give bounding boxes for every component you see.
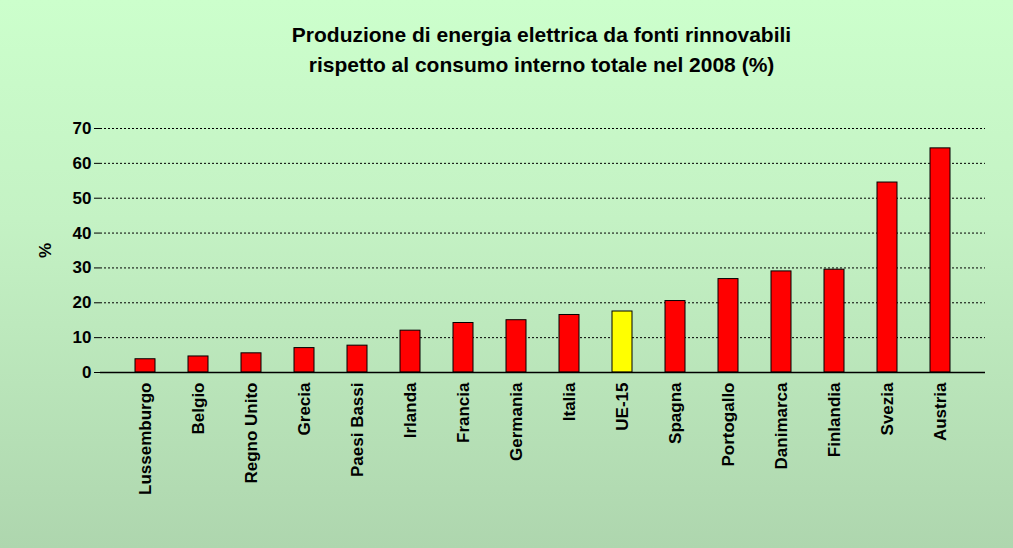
svg-text:Paesi Bassi: Paesi Bassi (348, 383, 367, 478)
svg-text:Regno Unito: Regno Unito (242, 383, 261, 484)
svg-text:Grecia: Grecia (295, 382, 314, 435)
svg-text:40: 40 (73, 224, 92, 243)
svg-text:Finlandia: Finlandia (825, 382, 844, 457)
svg-text:10: 10 (73, 328, 92, 347)
svg-text:Spagna: Spagna (666, 382, 685, 444)
svg-text:Danimarca: Danimarca (772, 382, 791, 469)
svg-text:Austria: Austria (931, 382, 950, 441)
svg-text:Francia: Francia (454, 382, 473, 443)
svg-text:Germania: Germania (507, 382, 526, 461)
svg-text:Belgio: Belgio (189, 383, 208, 435)
svg-text:0: 0 (82, 363, 91, 382)
svg-text:Italia: Italia (560, 382, 579, 421)
svg-text:30: 30 (73, 258, 92, 277)
svg-text:%: % (36, 243, 55, 258)
svg-text:50: 50 (73, 189, 92, 208)
svg-text:Lussemburgo: Lussemburgo (136, 383, 155, 495)
svg-text:Irlanda: Irlanda (401, 382, 420, 438)
svg-text:70: 70 (73, 119, 92, 138)
html-text:Produzione di energia elettric: Produzione di energia elettrica da fonti… (291, 23, 792, 76)
svg-text:UE-15: UE-15 (613, 383, 632, 431)
svg-text:Svezia: Svezia (878, 382, 897, 435)
svg-text:60: 60 (73, 154, 92, 173)
svg-text:Portogallo: Portogallo (719, 383, 738, 467)
svg-text:20: 20 (73, 293, 92, 312)
